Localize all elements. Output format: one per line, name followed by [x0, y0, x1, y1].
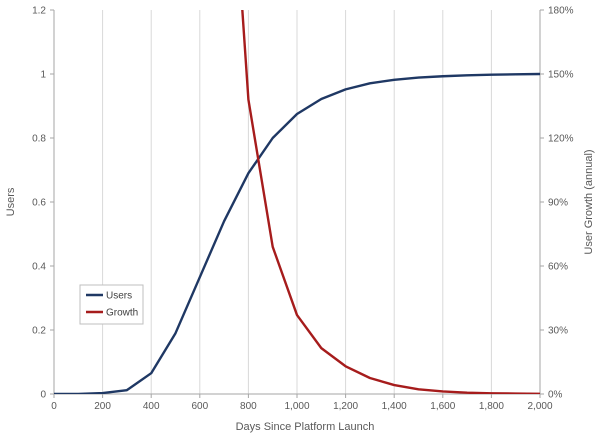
legend-label-users: Users [106, 291, 132, 302]
x-tick-label: 1,800 [479, 401, 504, 412]
y-tick-label: 0.8 [32, 134, 46, 145]
x-tick-label: 600 [191, 401, 208, 412]
x-axis-title: Days Since Platform Launch [236, 421, 375, 433]
y-axis-title: Users [5, 187, 17, 216]
y-tick-label: 0.6 [32, 198, 46, 209]
x-tick-label: 1,000 [284, 401, 309, 412]
y-tick-label: 1 [40, 70, 46, 81]
legend-box [79, 284, 144, 325]
x-tick-label: 200 [94, 401, 111, 412]
y2-tick-label: 90% [548, 198, 568, 209]
y2-tick-label: 180% [548, 6, 574, 17]
y2-tick-label: 150% [548, 70, 574, 81]
x-tick-label: 1,400 [382, 401, 407, 412]
x-tick-label: 400 [143, 401, 160, 412]
y2-tick-label: 30% [548, 326, 568, 337]
series-lines [54, 10, 540, 394]
grid-lines [102, 10, 541, 394]
legend-label-growth: Growth [106, 308, 138, 319]
y-tick-label: 0.4 [32, 262, 46, 273]
series-line-growth [241, 10, 540, 394]
x-tick-label: 1,200 [333, 401, 358, 412]
y-tick-label: 1.2 [32, 6, 46, 17]
y2-tick-label: 0% [548, 390, 563, 401]
legend: Users Growth [79, 284, 144, 325]
x-tick-label: 800 [240, 401, 257, 412]
y2-tick-label: 120% [548, 134, 574, 145]
y-tick-label: 0.2 [32, 326, 46, 337]
tick-labels: 0 200 400 600 800 1,000 1,200 1,400 1,600 1,800 2,… [32, 6, 574, 413]
x-tick-label: 2,000 [527, 401, 552, 412]
x-tick-label: 1,600 [430, 401, 455, 412]
y-tick-label: 0 [40, 390, 46, 401]
y2-axis-title: User Growth (annual) [583, 149, 595, 254]
y2-tick-label: 60% [548, 262, 568, 273]
x-tick-label: 0 [51, 401, 57, 412]
